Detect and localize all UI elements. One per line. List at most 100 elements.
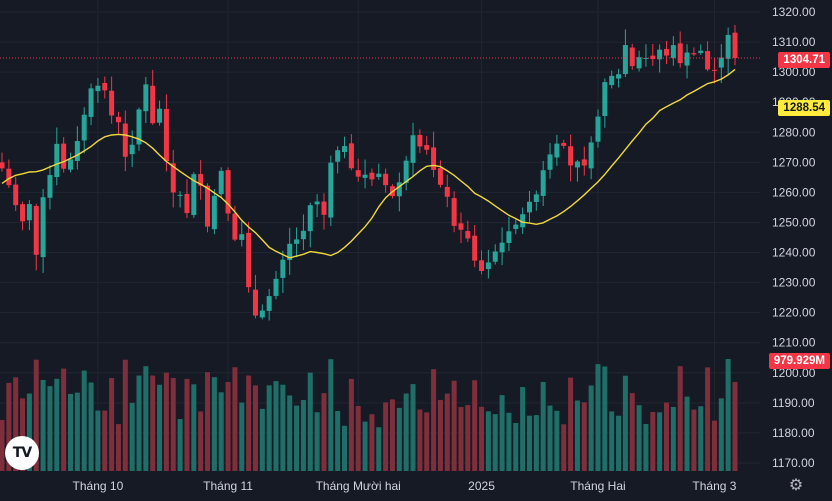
candle-body — [561, 142, 567, 146]
volume-bar — [177, 419, 183, 471]
volume-bar — [691, 409, 697, 471]
volume-bar — [33, 359, 39, 471]
volume-bar — [705, 367, 711, 471]
candle-body — [109, 90, 115, 116]
volume-bar — [711, 420, 717, 471]
volume-bar — [602, 366, 608, 471]
candle-body — [328, 162, 334, 218]
price-axis[interactable]: 1320.001310.001300.001290.001280.001270.… — [772, 5, 816, 470]
volume-bar — [47, 386, 53, 471]
candle-body — [348, 143, 354, 169]
volume-bar — [348, 378, 354, 471]
volume-bar — [109, 378, 115, 471]
price-tick-label: 1220.00 — [772, 306, 816, 320]
candle-body — [13, 184, 19, 206]
price-tick-label: 1170.00 — [772, 456, 815, 470]
time-tick-label: Tháng 3 — [692, 479, 736, 493]
candle-body — [6, 168, 12, 186]
candle-body — [136, 109, 142, 145]
candles — [0, 24, 738, 321]
volume-bar — [403, 393, 409, 471]
volume-bar — [609, 411, 615, 471]
volume-bar — [300, 400, 306, 471]
candle-body — [657, 49, 663, 60]
volume-bar — [431, 369, 437, 471]
volume-bar — [540, 381, 546, 471]
price-tick-label: 1200.00 — [772, 366, 816, 380]
volume-bar — [61, 368, 67, 471]
volume-bar — [225, 382, 231, 471]
candle-body — [540, 170, 546, 196]
candle-body — [342, 146, 348, 153]
candle-body — [622, 45, 628, 75]
volume-bar — [184, 378, 190, 471]
candle-body — [33, 205, 39, 255]
volume-bar — [362, 421, 368, 471]
candle-body — [725, 34, 731, 59]
volume-bar — [198, 411, 204, 471]
candle-body — [698, 50, 704, 54]
candle-body — [218, 170, 224, 195]
candle-body — [513, 224, 519, 229]
volume-bar — [13, 377, 19, 471]
volume-bar — [157, 384, 163, 471]
candle-body — [677, 43, 683, 64]
candle-body — [437, 168, 443, 185]
volume-bar — [670, 406, 676, 471]
candle-body — [506, 231, 512, 243]
candle-body — [732, 32, 738, 58]
volume-bar — [287, 395, 293, 471]
volume-bar — [335, 410, 341, 471]
volume-bar — [170, 377, 176, 471]
volume-bar — [383, 402, 389, 471]
candle-body — [129, 144, 135, 155]
candle-body — [684, 52, 690, 66]
volume-bar — [218, 392, 224, 471]
candle-body — [81, 114, 87, 141]
candle-body — [472, 235, 478, 261]
volume-bar — [451, 380, 457, 471]
volume-bar — [458, 407, 464, 471]
candle-body — [40, 197, 46, 258]
candle-body — [670, 45, 676, 58]
candle-body — [369, 172, 375, 180]
volume-bar — [266, 385, 272, 471]
tradingview-logo[interactable]: TV — [5, 436, 39, 470]
volume-bar — [307, 372, 313, 471]
moving-average-value-label: 1288.54 — [778, 100, 830, 116]
time-tick-label: Tháng 10 — [73, 479, 124, 493]
candle-body — [273, 278, 279, 296]
volume-bar — [54, 378, 60, 471]
candle-body — [321, 201, 327, 215]
time-axis[interactable]: Tháng 10 Tháng 11 Tháng Mười hai 2025 Tháng … — [73, 479, 737, 493]
volume-bar — [657, 412, 663, 471]
volume-bar — [595, 364, 601, 471]
price-tick-label: 1240.00 — [772, 246, 816, 260]
candle-body — [705, 51, 711, 70]
candle-body — [520, 214, 526, 228]
volume-bar — [239, 402, 245, 471]
candle-body — [191, 174, 197, 216]
candle-body — [198, 174, 204, 186]
candle-body — [157, 108, 163, 123]
volume-bar — [150, 375, 156, 471]
volume-bar — [520, 387, 526, 471]
volume-bar — [81, 370, 87, 471]
candle-body — [266, 296, 272, 311]
volume-bar — [40, 379, 46, 471]
candle-body — [26, 204, 32, 221]
candle-body — [300, 230, 306, 240]
time-tick-label: Tháng Mười hai — [316, 479, 401, 493]
candle-body — [602, 82, 608, 117]
candle-body — [47, 175, 53, 198]
candle-body — [396, 182, 402, 197]
candle-body — [650, 55, 656, 60]
settings-gear-icon[interactable]: ⚙ — [788, 475, 804, 494]
candle-body — [95, 85, 101, 92]
price-tick-label: 1300.00 — [772, 65, 816, 79]
candle-body — [307, 205, 313, 232]
volume-bar — [342, 425, 348, 471]
candle-body — [403, 160, 409, 183]
candle-body — [629, 47, 635, 67]
